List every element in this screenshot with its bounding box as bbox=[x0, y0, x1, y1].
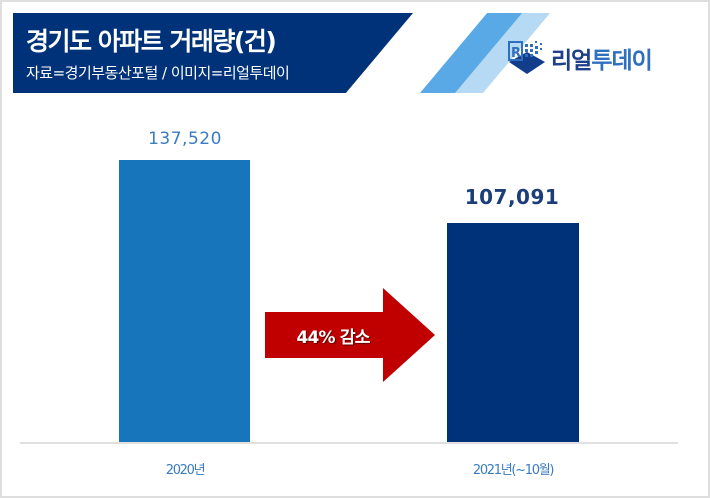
x-tick-2021: 2021년(~10월) bbox=[472, 463, 555, 478]
right-arrow-icon bbox=[265, 288, 435, 382]
logo-text: 리얼투데이 bbox=[551, 48, 653, 74]
bar-2021 bbox=[447, 223, 579, 443]
value-label-2020: 137,520 bbox=[148, 129, 222, 149]
bar-2020 bbox=[119, 160, 250, 443]
brand-logo: R 리얼투데이 bbox=[505, 36, 653, 80]
chart-subtitle: 자료=경기부동산포털 / 이미지=리얼투데이 bbox=[26, 64, 290, 82]
x-axis-baseline bbox=[20, 442, 678, 444]
chart-title: 경기도 아파트 거래량(건) bbox=[26, 27, 277, 56]
svg-text:R: R bbox=[511, 46, 521, 61]
cube-r-logo-icon: R bbox=[505, 36, 549, 80]
header-banner bbox=[13, 13, 453, 93]
decrease-annotation: 44% 감소 bbox=[296, 328, 370, 348]
value-label-2021: 107,091 bbox=[464, 185, 560, 209]
x-tick-2020: 2020년 bbox=[165, 463, 206, 478]
